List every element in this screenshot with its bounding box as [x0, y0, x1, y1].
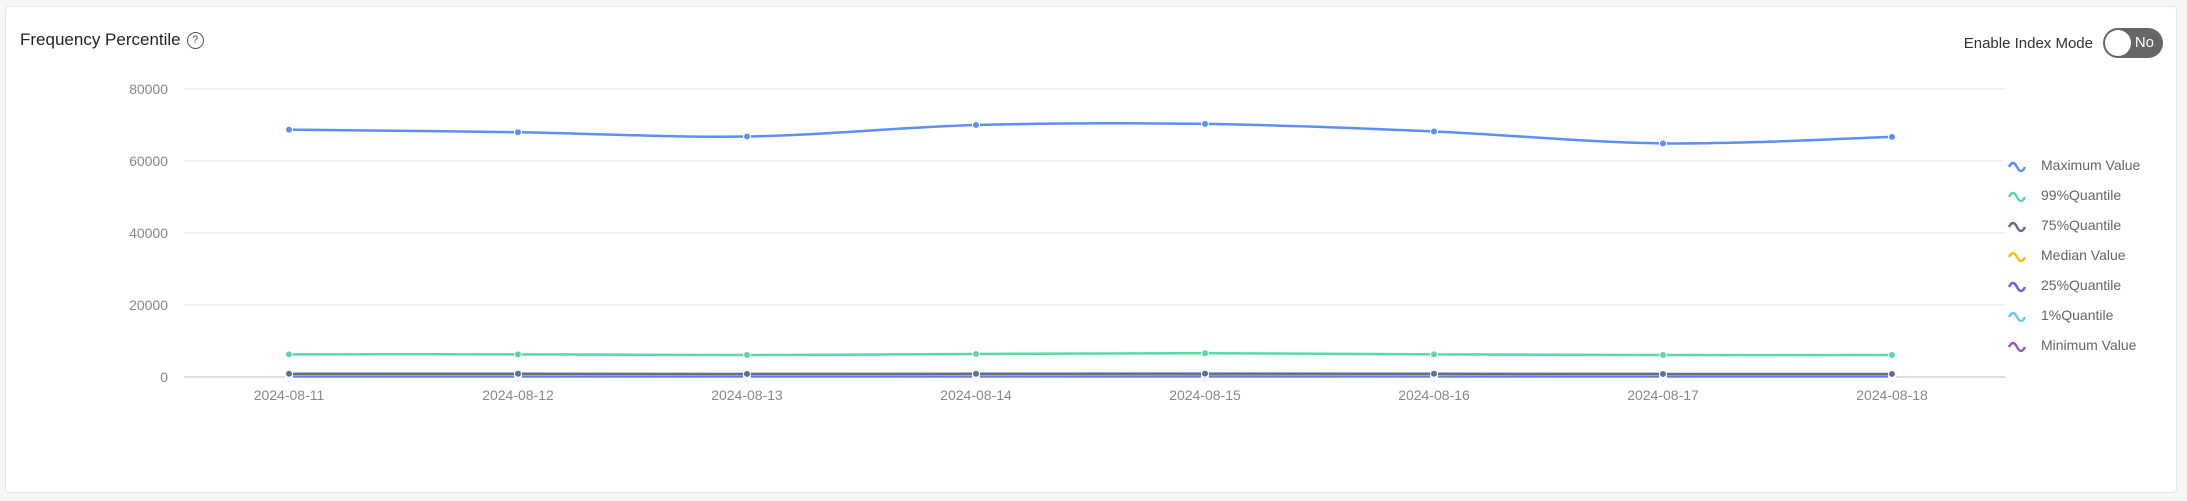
x-tick-label: 2024-08-11	[254, 387, 325, 403]
index-mode-label: Enable Index Mode	[1963, 34, 2093, 52]
legend-marker-icon	[2007, 221, 2027, 233]
data-point	[1201, 369, 1209, 378]
legend-item[interactable]: Median Value	[2041, 247, 2126, 263]
index-mode-control: Enable Index Mode No	[1964, 28, 2163, 58]
data-point	[285, 350, 293, 359]
legend-marker-icon	[2007, 341, 2027, 353]
chart-card	[5, 6, 2177, 493]
toggle-state: No	[2134, 34, 2154, 51]
y-tick-label: 40000	[129, 225, 168, 241]
index-mode-toggle[interactable]: No	[2103, 28, 2163, 58]
x-tick-label: 2024-08-12	[482, 387, 554, 403]
legend-item[interactable]: 1%Quantile	[2041, 307, 2114, 323]
data-point	[1430, 369, 1438, 378]
data-point	[514, 369, 522, 378]
x-tick-label: 2024-08-13	[711, 387, 783, 403]
data-point	[972, 121, 980, 129]
legend-item[interactable]: Maximum Value	[2041, 157, 2141, 173]
x-tick-label: 2024-08-18	[1856, 387, 1928, 403]
data-point	[1430, 350, 1438, 359]
data-point	[743, 132, 751, 141]
data-point	[514, 350, 522, 359]
question-circle-icon[interactable]: ?	[186, 31, 204, 49]
legend-item[interactable]: 75%Quantile	[2041, 217, 2121, 233]
y-tick-label: 20000	[129, 297, 168, 313]
legend-marker-icon	[2007, 311, 2027, 323]
data-point	[1888, 351, 1896, 360]
legend-marker-icon	[2007, 161, 2027, 173]
data-point	[514, 128, 522, 137]
legend-item[interactable]: 99%Quantile	[2041, 187, 2121, 203]
data-point	[743, 369, 751, 378]
data-point	[1430, 127, 1438, 136]
data-point	[1659, 351, 1667, 360]
x-tick-label: 2024-08-14	[940, 387, 1012, 403]
x-tick-label: 2024-08-15	[1169, 387, 1241, 403]
y-tick-label: 0	[160, 369, 168, 385]
data-point	[1201, 349, 1209, 358]
toggle-knob	[2105, 30, 2131, 56]
series-line	[288, 121, 1893, 145]
y-tick-label: 60000	[129, 153, 168, 169]
legend-item[interactable]: Minimum Value	[2041, 337, 2137, 353]
data-point	[1659, 139, 1667, 148]
legend-marker-icon	[2007, 281, 2027, 293]
chart-title-text: Frequency Percentile	[20, 30, 181, 49]
chart-title: Frequency Percentile ?	[20, 30, 204, 50]
x-tick-label: 2024-08-16	[1398, 387, 1470, 403]
data-point	[1888, 132, 1896, 141]
legend-marker-icon	[2007, 251, 2027, 263]
y-tick-label: 80000	[129, 81, 168, 97]
data-point	[1659, 369, 1667, 378]
data-point	[1201, 119, 1209, 128]
data-point	[285, 125, 293, 134]
data-point	[972, 369, 980, 378]
series-line	[288, 351, 1893, 357]
x-tick-label: 2024-08-17	[1627, 387, 1699, 403]
data-point	[1888, 369, 1896, 378]
data-point	[743, 351, 751, 360]
data-point	[972, 349, 980, 358]
data-point	[285, 369, 293, 378]
legend-marker-icon	[2007, 191, 2027, 203]
legend-item[interactable]: 25%Quantile	[2041, 277, 2121, 293]
